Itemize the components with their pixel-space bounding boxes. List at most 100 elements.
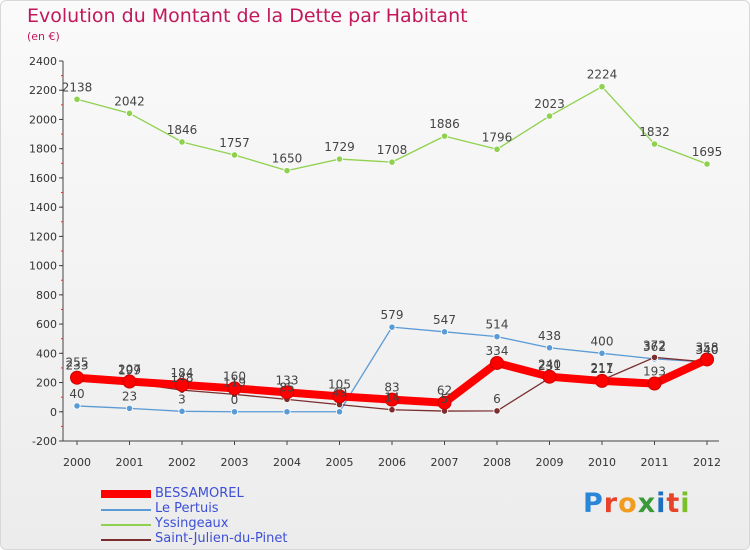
data-point — [178, 407, 186, 415]
y-tick-label: 200 — [36, 377, 57, 390]
data-point — [175, 377, 189, 392]
data-point — [335, 408, 344, 416]
data-point — [122, 374, 137, 389]
data-point — [647, 376, 662, 391]
data-point — [178, 138, 186, 146]
y-tick-label: 1800 — [29, 143, 57, 156]
data-point — [650, 353, 659, 361]
data-point — [703, 160, 711, 168]
data-label: 2042 — [114, 94, 145, 108]
x-tick-label: 2006 — [378, 456, 406, 469]
y-tick-label: -200 — [32, 435, 57, 448]
x-tick-label: 2011 — [641, 456, 669, 469]
data-label: 231 — [538, 359, 561, 373]
y-tick-label: 2000 — [29, 113, 57, 126]
logo-letter: t — [666, 488, 681, 519]
x-tick-label: 2000 — [63, 456, 91, 469]
data-label: 362 — [643, 340, 666, 354]
logo-letter: P — [583, 488, 604, 519]
data-label: 1886 — [429, 117, 460, 131]
data-label: 0 — [231, 393, 239, 407]
logo-letter: i — [656, 488, 667, 519]
data-label: 105 — [328, 377, 351, 391]
legend-label-saint-julien-du-pinet: Saint-Julien-du-Pinet — [155, 531, 288, 546]
y-tick-label: 2200 — [29, 84, 57, 97]
data-label: 3 — [178, 392, 186, 406]
data-point — [227, 381, 242, 396]
data-label: 148 — [171, 371, 194, 385]
legend-swatch-le-pertuis — [101, 509, 151, 511]
data-label: 62 — [437, 384, 452, 398]
data-label: 514 — [486, 318, 509, 332]
data-point — [598, 349, 606, 357]
data-point — [335, 155, 344, 163]
x-tick-label: 2002 — [168, 456, 196, 469]
logo-letter: i — [680, 488, 691, 519]
data-label: 233 — [66, 359, 89, 373]
y-tick-label: 1600 — [29, 172, 57, 185]
data-point — [230, 151, 239, 159]
data-point — [73, 95, 81, 103]
data-point — [545, 112, 554, 120]
data-label: 2023 — [534, 97, 565, 111]
data-label: 83 — [384, 381, 399, 395]
data-point — [388, 323, 396, 331]
data-point — [440, 328, 449, 336]
data-label: 1729 — [324, 140, 355, 154]
data-label: 1757 — [219, 136, 250, 150]
y-tick-label: 2400 — [29, 55, 57, 68]
data-label: 1796 — [482, 130, 513, 144]
data-point — [388, 406, 396, 414]
data-label: 199 — [118, 364, 141, 378]
legend-label-yssingeaux: Yssingeaux — [155, 516, 229, 531]
legend-label-le-pertuis: Le Pertuis — [155, 501, 219, 516]
x-tick-label: 2009 — [536, 456, 564, 469]
data-point — [493, 145, 501, 153]
data-label: 119 — [223, 375, 246, 389]
data-label: 255 — [66, 356, 89, 370]
data-point — [542, 369, 557, 384]
legend-swatch-bessamorel — [101, 490, 151, 498]
chart-subtitle: (en €) — [27, 30, 60, 43]
y-tick-label: 0 — [50, 406, 57, 419]
data-label: 340 — [696, 343, 719, 357]
data-point — [332, 389, 347, 404]
x-tick-label: 2012 — [693, 456, 721, 469]
data-label: 372 — [643, 338, 666, 352]
data-point — [650, 140, 659, 148]
data-label: 160 — [223, 369, 246, 383]
data-point — [440, 132, 449, 140]
data-point — [493, 333, 501, 341]
y-tick-label: 800 — [36, 289, 57, 302]
data-point — [595, 373, 609, 388]
data-point — [283, 167, 291, 175]
y-tick-label: 400 — [36, 347, 57, 360]
data-label: 340 — [696, 343, 719, 357]
data-label: 5 — [441, 392, 449, 406]
data-label: 240 — [538, 358, 561, 372]
data-point — [545, 344, 554, 352]
data-point — [700, 352, 714, 367]
data-label: 334 — [486, 344, 509, 358]
data-label: 40 — [69, 387, 84, 401]
x-tick-label: 2010 — [588, 456, 616, 469]
data-point — [280, 385, 294, 400]
x-tick-label: 2003 — [221, 456, 249, 469]
data-label: 207 — [118, 363, 141, 377]
data-point — [70, 370, 84, 385]
data-label: 85 — [279, 380, 294, 394]
data-label: 1695 — [692, 145, 723, 159]
data-label: 1832 — [639, 125, 670, 139]
data-point — [125, 109, 134, 117]
x-tick-label: 2008 — [483, 456, 511, 469]
y-tick-label: 600 — [36, 318, 57, 331]
data-label: 358 — [696, 340, 719, 354]
data-point — [230, 408, 239, 416]
data-label: 1846 — [167, 123, 198, 137]
data-point — [437, 395, 452, 410]
x-tick-label: 2007 — [431, 456, 459, 469]
data-label: 2138 — [62, 80, 93, 94]
data-point — [283, 408, 291, 416]
